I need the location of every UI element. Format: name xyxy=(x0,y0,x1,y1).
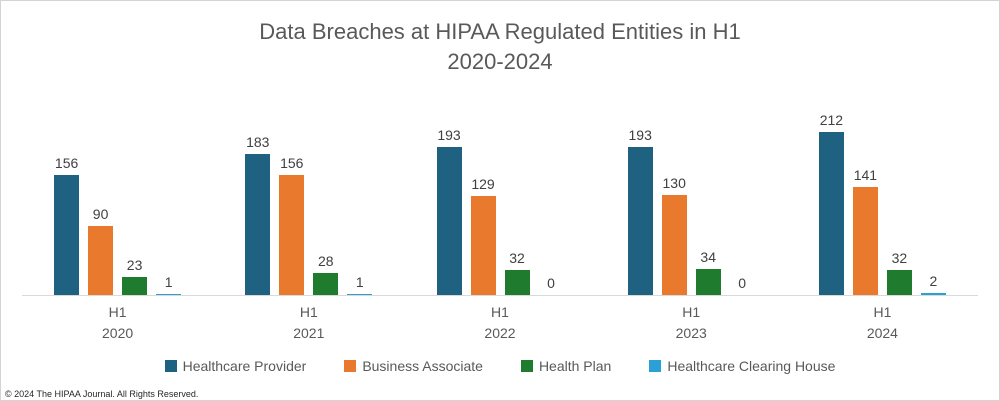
bar-col-healthcare-clearing-house-2022: 0 xyxy=(539,275,564,295)
legend: Healthcare Provider Business Associate Hea… xyxy=(1,358,999,374)
legend-swatch-icon xyxy=(344,360,357,372)
category-label-2023: H1 2023 xyxy=(675,304,707,341)
bar-value-label: 0 xyxy=(547,275,555,291)
legend-item-healthcare-clearing-house: Healthcare Clearing House xyxy=(649,358,835,374)
legend-swatch-icon xyxy=(649,360,662,372)
bar-healthcare-provider xyxy=(627,147,653,295)
category-label-2024: H1 2024 xyxy=(866,304,898,341)
legend-item-healthcare-provider: Healthcare Provider xyxy=(164,358,307,374)
category-label-2022: H1 2022 xyxy=(484,304,516,341)
bar-value-label: 90 xyxy=(92,206,109,222)
bar-col-healthcare-clearing-house-2023: 0 xyxy=(730,275,755,295)
category-label-2020: H1 2020 xyxy=(102,304,134,341)
bar-col-healthcare-provider-2022: 193 xyxy=(436,127,462,295)
bar-healthcare-clearing-house xyxy=(156,294,182,295)
copyright-text: © 2024 The HIPAA Journal. All Rights Res… xyxy=(5,389,199,399)
bar-col-health-plan-2024: 32 xyxy=(886,250,912,295)
bar-value-label: 32 xyxy=(509,250,525,266)
bar-value-label: 28 xyxy=(318,253,334,269)
bar-col-health-plan-2023: 34 xyxy=(695,249,721,295)
bar-business-associate xyxy=(279,175,305,295)
legend-swatch-icon xyxy=(520,360,533,372)
bar-value-label: 193 xyxy=(437,127,461,143)
bar-health-plan xyxy=(313,273,339,295)
legend-label: Healthcare Provider xyxy=(182,358,307,374)
legend-item-business-associate: Business Associate xyxy=(344,358,483,374)
bar-health-plan xyxy=(695,269,721,295)
bar-healthcare-clearing-house xyxy=(920,293,946,295)
bar-col-healthcare-provider-2024: 212 xyxy=(818,112,844,295)
bar-group-2024: 212 141 32 2 xyxy=(787,95,978,295)
legend-label: Healthcare Clearing House xyxy=(667,358,836,374)
bar-col-business-associate-2022: 129 xyxy=(470,176,496,295)
bar-business-associate xyxy=(852,187,878,295)
legend-swatch-icon xyxy=(164,360,177,372)
bar-business-associate xyxy=(470,196,496,295)
bar-value-label: 129 xyxy=(471,176,495,192)
bar-group-2023: 193 130 34 0 xyxy=(596,95,787,295)
bar-healthcare-provider xyxy=(818,132,844,295)
bar-health-plan xyxy=(122,277,148,295)
bar-healthcare-provider xyxy=(436,147,462,295)
bar-value-label: 212 xyxy=(819,112,844,128)
bar-group-2022: 193 129 32 0 xyxy=(404,95,595,295)
bar-group-2020: 156 90 23 1 xyxy=(22,95,213,295)
bar-col-business-associate-2020: 90 xyxy=(88,206,114,295)
bar-col-health-plan-2020: 23 xyxy=(122,257,148,295)
legend-label: Business Associate xyxy=(362,358,483,374)
bar-value-label: 23 xyxy=(126,257,143,273)
bar-value-label: 156 xyxy=(280,155,304,171)
plot-area: 156 90 23 1 183 156 28 1 193 129 32 0 193 130 34 0 212 14… xyxy=(22,95,978,296)
bar-value-label: 183 xyxy=(246,134,270,150)
bar-value-label: 34 xyxy=(700,249,716,265)
category-label-2021: H1 2021 xyxy=(293,304,325,341)
bar-health-plan xyxy=(504,270,530,295)
bar-value-label: 1 xyxy=(164,274,173,290)
bar-col-health-plan-2021: 28 xyxy=(313,253,339,295)
bar-healthcare-provider xyxy=(54,175,80,295)
bar-business-associate xyxy=(88,226,114,295)
bar-col-healthcare-clearing-house-2020: 1 xyxy=(156,274,182,295)
bar-col-healthcare-clearing-house-2024: 2 xyxy=(920,273,946,295)
bar-col-healthcare-clearing-house-2021: 1 xyxy=(347,274,373,295)
bar-col-healthcare-provider-2021: 183 xyxy=(245,134,271,295)
bar-col-business-associate-2024: 141 xyxy=(852,167,878,295)
bar-col-health-plan-2022: 32 xyxy=(504,250,530,295)
bar-col-business-associate-2021: 156 xyxy=(279,155,305,295)
legend-item-health-plan: Health Plan xyxy=(520,358,612,374)
bar-value-label: 2 xyxy=(929,273,938,289)
bar-value-label: 156 xyxy=(54,155,79,171)
bar-col-business-associate-2023: 130 xyxy=(661,175,687,295)
bar-col-healthcare-provider-2020: 156 xyxy=(54,155,80,295)
bar-value-label: 130 xyxy=(662,175,686,191)
bar-value-label: 0 xyxy=(738,275,747,291)
bar-value-label: 1 xyxy=(355,274,364,290)
bar-health-plan xyxy=(886,270,912,295)
bar-healthcare-clearing-house xyxy=(347,294,373,295)
bar-value-label: 141 xyxy=(853,167,878,183)
bar-business-associate xyxy=(661,195,687,295)
chart-title: Data Breaches at HIPAA Regulated Entitie… xyxy=(1,17,999,77)
bar-col-healthcare-provider-2023: 193 xyxy=(627,127,653,295)
bar-value-label: 193 xyxy=(628,127,652,143)
bar-group-2021: 183 156 28 1 xyxy=(213,95,404,295)
bar-healthcare-provider xyxy=(245,154,271,295)
legend-label: Health Plan xyxy=(538,358,612,374)
category-axis: H1 2020 H1 2021 H1 2022 H1 2023 H1 2024 xyxy=(22,302,978,344)
chart-title-line1: Data Breaches at HIPAA Regulated Entitie… xyxy=(259,19,741,44)
bar-value-label: 32 xyxy=(891,250,908,266)
chart-title-line2: 2020-2024 xyxy=(447,49,553,74)
